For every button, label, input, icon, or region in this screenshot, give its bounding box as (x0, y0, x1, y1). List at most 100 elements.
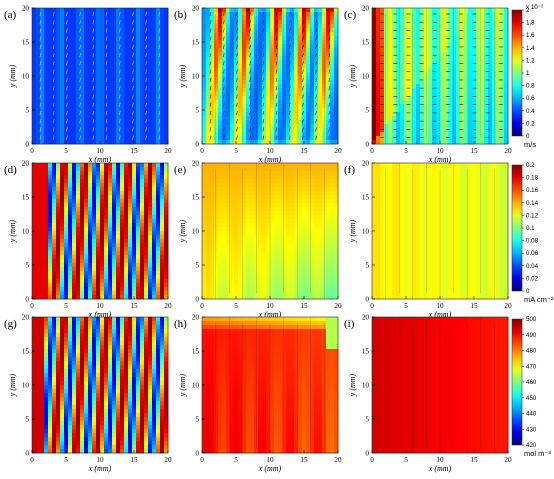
heatmap-cell (372, 68, 377, 73)
heatmap-cell (112, 120, 117, 125)
heatmap-cell (124, 64, 129, 69)
velocity-arrow (39, 69, 42, 74)
heatmap-cell (290, 52, 295, 57)
y-tick-label: 20 (362, 5, 370, 13)
heatmap-cell (222, 28, 227, 33)
heatmap-cell (112, 275, 117, 280)
heatmap-cell (112, 187, 117, 192)
heatmap-cell (164, 40, 169, 45)
heatmap-cell (234, 100, 239, 105)
heatmap-cell (242, 60, 247, 65)
heatmap-cell (124, 116, 129, 121)
heatmap-cell (68, 68, 73, 73)
heatmap-cell (104, 24, 109, 29)
heatmap-cell (140, 191, 145, 196)
heatmap-cell (278, 136, 283, 141)
heatmap-cell (218, 112, 223, 117)
heatmap-cell (32, 76, 37, 81)
heatmap-cell (40, 251, 45, 256)
velocity-arrow (275, 11, 278, 17)
heatmap-cell (132, 175, 137, 180)
heatmap-cell (88, 12, 93, 17)
heatmap-cell (40, 80, 45, 85)
heatmap-cell (116, 128, 121, 133)
heatmap-cell (60, 195, 65, 200)
heatmap-cell (452, 72, 457, 77)
heatmap-cell (254, 16, 259, 21)
heatmap-cell (484, 40, 489, 45)
heatmap-cell (326, 76, 331, 81)
heatmap-cell (88, 163, 93, 168)
heatmap-cell (258, 64, 263, 69)
heatmap-cell (380, 36, 385, 41)
heatmap-cell (120, 132, 125, 137)
velocity-arrow (249, 69, 251, 74)
heatmap-cell (408, 24, 413, 29)
heatmap-cell (96, 76, 101, 81)
heatmap-cell (318, 48, 323, 53)
heatmap-cell (132, 167, 137, 172)
heatmap-cell (152, 64, 157, 69)
heatmap-cell (48, 163, 53, 168)
heatmap-cell (36, 171, 41, 176)
heatmap-cell (72, 203, 77, 208)
heatmap-cell (128, 167, 133, 172)
heatmap-cell (136, 48, 141, 53)
heatmap-cell (412, 92, 417, 97)
heatmap-cell (148, 76, 153, 81)
heatmap-cell (132, 128, 137, 133)
heatmap-cell (84, 187, 89, 192)
heatmap-cell (112, 291, 117, 296)
heatmap-cell (318, 64, 323, 69)
heatmap-cell (40, 183, 45, 188)
heatmap-cell (48, 171, 53, 176)
heatmap-cell (52, 255, 57, 260)
heatmap-cell (128, 199, 133, 204)
heatmap-cell (84, 247, 89, 252)
heatmap-cell (108, 116, 113, 121)
heatmap-cell (392, 124, 397, 129)
heatmap-cell (80, 100, 85, 105)
heatmap-cell (88, 136, 93, 141)
heatmap-cell (84, 96, 89, 101)
heatmap-cell (330, 44, 335, 49)
heatmap-cell (404, 40, 409, 45)
heatmap-cell (322, 80, 327, 85)
heatmap-cell (302, 28, 307, 33)
heatmap-cell (132, 183, 137, 188)
heatmap-cell (242, 52, 247, 57)
heatmap-cell (120, 167, 125, 172)
heatmap-cell (68, 235, 73, 240)
heatmap-cell (400, 96, 405, 101)
heatmap-cell (160, 12, 165, 17)
heatmap-cell (132, 72, 137, 77)
velocity-arrow (105, 119, 108, 124)
heatmap-cell (160, 96, 165, 101)
heatmap-cell (80, 8, 85, 13)
heatmap-cell (400, 60, 405, 65)
heatmap-cell (262, 124, 267, 129)
heatmap-cell (234, 80, 239, 85)
heatmap-cell (36, 179, 41, 184)
heatmap-cell (258, 12, 263, 17)
heatmap-cell (504, 112, 509, 117)
heatmap-cell (274, 76, 279, 81)
heatmap-cell (96, 100, 101, 105)
heatmap-cell (420, 80, 425, 85)
heatmap-cell (322, 8, 327, 13)
heatmap-cell (144, 24, 149, 29)
heatmap-cell (60, 92, 65, 97)
heatmap-cell (278, 88, 283, 93)
heatmap-cell (60, 16, 65, 21)
heatmap-cell (104, 195, 109, 200)
heatmap-cell (96, 259, 101, 264)
heatmap-cell (266, 116, 271, 121)
heatmap-cell (420, 44, 425, 49)
heatmap-cell (484, 84, 489, 89)
heatmap-cell (120, 291, 125, 296)
heatmap-cell (214, 92, 219, 97)
heatmap-cell (56, 104, 61, 109)
heatmap-cell (36, 28, 41, 33)
heatmap-cell (468, 100, 473, 105)
heatmap-cell (310, 84, 315, 89)
